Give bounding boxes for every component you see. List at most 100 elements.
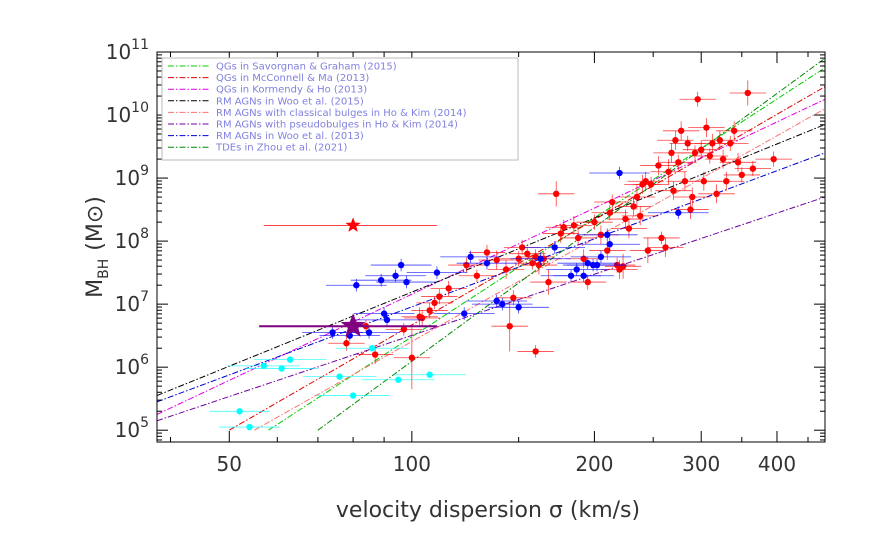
red-point-73 (701, 130, 739, 150)
y-tick-label-6: 106 (115, 352, 149, 379)
red-point-9 (416, 296, 453, 310)
cyan-point-6 (303, 373, 376, 380)
legend-label-7: RM AGNs in Woo et al. (2013) (216, 131, 364, 142)
blue-marker-30 (675, 209, 682, 216)
blue-marker-18 (537, 255, 544, 262)
red-point-49 (627, 171, 664, 191)
cyan-marker-10 (426, 371, 433, 378)
red-marker-82 (770, 155, 777, 163)
cyan-marker-7 (349, 392, 357, 399)
blue-marker-16 (499, 300, 506, 308)
red-point-65 (676, 145, 714, 161)
red-marker-56 (668, 149, 675, 157)
x-tick-label-200: 200 (575, 452, 613, 476)
y-axis-label: MBH(M⊙) (83, 196, 112, 298)
x-tick-label-300: 300 (682, 452, 720, 476)
blue-marker-8 (392, 272, 399, 279)
blue-point-18 (510, 252, 571, 266)
blue-marker-1 (329, 329, 336, 336)
red-marker-81 (749, 165, 757, 172)
red-point-47 (622, 206, 659, 226)
blue-marker-12 (461, 310, 468, 317)
blue-point-19 (524, 241, 586, 254)
x-axis-label: velocity dispersion σ (km/s) (336, 498, 640, 523)
red-point-50 (629, 237, 667, 264)
red-marker-63 (687, 206, 694, 213)
cyan-marker-5 (286, 356, 294, 363)
red-marker-42 (619, 263, 627, 270)
red-marker-34 (584, 278, 591, 286)
red-point-17 (491, 300, 528, 352)
red-marker-15 (493, 256, 500, 264)
red-point-66 (679, 91, 716, 107)
red-point-53 (643, 231, 680, 245)
red-marker-59 (675, 159, 682, 166)
red-point-52 (640, 156, 677, 175)
red-star-icon (345, 217, 361, 232)
legend-label-6: RM AGNs with pseudobulges in Ho & Kim (2… (216, 120, 458, 131)
red-marker-26 (532, 348, 539, 355)
blue-marker-26 (597, 253, 605, 261)
red-marker-21 (524, 250, 531, 257)
blue-point-15 (466, 294, 528, 308)
red-point-15 (478, 250, 515, 270)
red-marker-65 (691, 149, 699, 157)
red-point-70 (691, 148, 729, 164)
legend: QGs in Savorgnan & Graham (2015)QGs in M… (161, 57, 519, 161)
cyan-point-4 (245, 365, 319, 372)
red-point-26 (517, 345, 554, 358)
legend-label-5: RM AGNs with classical bulges in Ho & Ki… (216, 108, 467, 119)
red-point-80 (729, 80, 766, 106)
red-marker-39 (609, 198, 616, 206)
red-marker-77 (730, 127, 738, 134)
blue-point-25 (566, 258, 628, 272)
red-point-64 (674, 187, 711, 207)
red-point-79 (723, 167, 761, 183)
red-point-57 (655, 181, 692, 201)
legend-label-4: RM AGNs in Woo et al. (2015) (216, 96, 364, 107)
red-point-38 (591, 205, 628, 221)
cyan-point-5 (253, 356, 327, 363)
red-marker-16 (502, 266, 510, 273)
red-marker-45 (630, 203, 637, 210)
legend-label-2: QGs in McConnell & Ma (2013) (216, 73, 369, 84)
blue-marker-6 (380, 310, 388, 317)
red-marker-78 (734, 159, 742, 166)
cyan-marker-6 (336, 373, 343, 380)
cyan-point-7 (316, 392, 390, 399)
relation-line-1 (268, 67, 825, 431)
cyan-marker-1 (236, 408, 243, 415)
red-point-39 (594, 194, 631, 210)
red-marker-31 (570, 222, 578, 229)
red-marker-24 (535, 261, 543, 269)
blue-point-14 (456, 256, 518, 270)
red-marker-32 (574, 234, 582, 242)
red-marker-79 (738, 171, 746, 179)
red-marker-13 (473, 272, 481, 279)
red-marker-35 (591, 218, 598, 226)
red-marker-27 (545, 278, 552, 286)
cyan-point-9 (361, 376, 435, 383)
cyan-marker-2 (246, 423, 253, 431)
red-point-77 (715, 121, 753, 141)
red-point-16 (487, 260, 525, 279)
blue-marker-4 (365, 329, 373, 336)
red-point-45 (615, 196, 652, 216)
cyan-point-10 (393, 371, 467, 378)
red-point-54 (647, 237, 684, 257)
red-marker-57 (670, 187, 677, 194)
cyan-point-1 (209, 408, 270, 415)
red-point-55 (650, 159, 687, 185)
red-point-23 (517, 249, 554, 265)
red-marker-49 (642, 178, 649, 185)
red-marker-50 (644, 247, 652, 254)
red-marker-72 (713, 190, 720, 198)
red-marker-61 (681, 178, 689, 185)
blue-point-28 (579, 237, 641, 251)
red-point-32 (559, 230, 597, 246)
blue-marker-13 (467, 253, 474, 261)
red-marker-55 (665, 168, 672, 175)
red-marker-1 (343, 340, 350, 347)
red-point-34 (569, 274, 606, 290)
blue-marker-9 (397, 261, 405, 269)
